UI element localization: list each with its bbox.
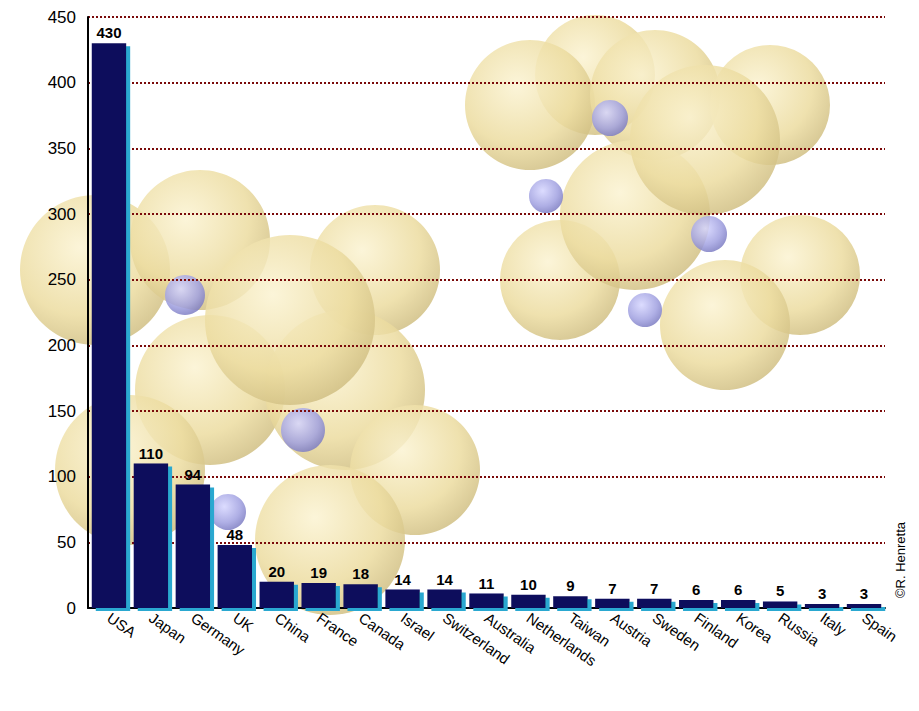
svg-text:Australia: Australia bbox=[481, 609, 540, 657]
svg-text:6: 6 bbox=[734, 581, 742, 598]
svg-text:14: 14 bbox=[394, 571, 411, 588]
svg-text:UK: UK bbox=[230, 609, 257, 635]
svg-text:350: 350 bbox=[48, 139, 76, 158]
svg-text:Taiwan: Taiwan bbox=[566, 609, 614, 650]
svg-text:20: 20 bbox=[268, 563, 285, 580]
svg-text:50: 50 bbox=[57, 533, 76, 552]
svg-text:©R. Henretta: ©R. Henretta bbox=[893, 521, 908, 598]
svg-text:0: 0 bbox=[67, 599, 76, 618]
svg-text:Israel: Israel bbox=[398, 609, 438, 644]
svg-text:94: 94 bbox=[185, 466, 202, 483]
svg-text:250: 250 bbox=[48, 270, 76, 289]
svg-text:3: 3 bbox=[818, 585, 826, 602]
svg-text:3: 3 bbox=[860, 585, 868, 602]
svg-text:430: 430 bbox=[96, 24, 121, 41]
svg-text:48: 48 bbox=[226, 526, 243, 543]
svg-text:Japan: Japan bbox=[146, 609, 189, 646]
svg-text:Germany: Germany bbox=[188, 609, 249, 659]
svg-text:Sweden: Sweden bbox=[649, 609, 704, 655]
svg-text:14: 14 bbox=[436, 571, 453, 588]
svg-text:Spain: Spain bbox=[859, 609, 900, 645]
svg-text:400: 400 bbox=[48, 73, 76, 92]
svg-text:6: 6 bbox=[692, 581, 700, 598]
svg-text:Austria: Austria bbox=[607, 609, 656, 650]
svg-text:France: France bbox=[314, 609, 362, 650]
svg-text:150: 150 bbox=[48, 402, 76, 421]
svg-text:19: 19 bbox=[310, 564, 327, 581]
svg-text:18: 18 bbox=[352, 565, 369, 582]
svg-text:5: 5 bbox=[776, 582, 784, 599]
svg-text:100: 100 bbox=[48, 467, 76, 486]
svg-text:11: 11 bbox=[479, 575, 495, 592]
svg-text:Canada: Canada bbox=[356, 609, 409, 653]
svg-text:China: China bbox=[272, 609, 314, 646]
svg-text:Russia: Russia bbox=[775, 609, 823, 650]
svg-text:Netherlands: Netherlands bbox=[523, 609, 600, 670]
svg-text:450: 450 bbox=[48, 8, 76, 27]
svg-text:110: 110 bbox=[139, 445, 163, 462]
svg-text:300: 300 bbox=[48, 205, 76, 224]
svg-text:9: 9 bbox=[566, 577, 574, 594]
svg-text:USA: USA bbox=[104, 609, 139, 641]
svg-text:Switzerland: Switzerland bbox=[439, 609, 513, 668]
svg-text:Korea: Korea bbox=[733, 609, 776, 646]
svg-text:Finland: Finland bbox=[691, 609, 741, 651]
svg-text:7: 7 bbox=[650, 580, 658, 597]
svg-text:200: 200 bbox=[48, 336, 76, 355]
svg-text:10: 10 bbox=[520, 576, 537, 593]
svg-text:7: 7 bbox=[608, 580, 616, 597]
svg-text:Italy: Italy bbox=[817, 609, 850, 639]
